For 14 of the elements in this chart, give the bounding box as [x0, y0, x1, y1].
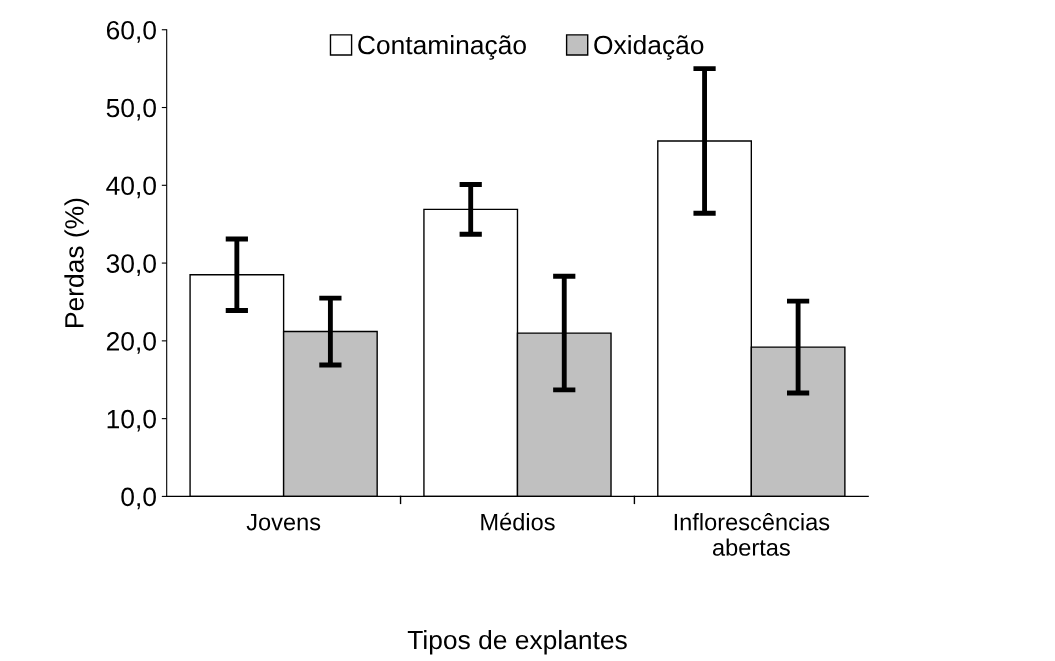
y-tick-label: 60,0: [106, 20, 156, 43]
x-tick-label: Jovens: [246, 513, 321, 531]
y-tick-label: 0,0: [121, 487, 156, 510]
legend-label: Oxidação: [594, 34, 704, 60]
x-tick-label: Inflorescências abertas: [674, 513, 830, 556]
legend-label: Contaminação: [358, 34, 526, 60]
y-axis-title: Perdas (%): [64, 198, 89, 327]
x-axis-title: Tipos de explantes: [407, 629, 627, 655]
y-tick-label: 30,0: [106, 254, 156, 277]
y-tick-label: 20,0: [106, 331, 156, 354]
y-tick-label: 10,0: [107, 409, 156, 432]
x-tick-label: Médios: [481, 512, 555, 531]
y-tick-label: 50,0: [106, 98, 156, 121]
y-tick-label: 40,0: [106, 176, 156, 199]
